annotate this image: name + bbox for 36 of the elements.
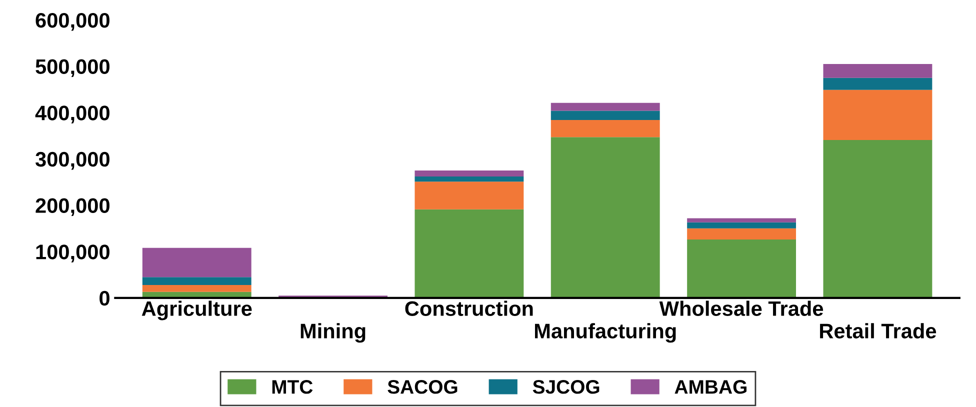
- legend-label: SACOG: [388, 380, 458, 394]
- bar: [823, 140, 932, 298]
- y-tick-label: 200,000: [36, 198, 110, 216]
- y-tick-label: 600,000: [36, 12, 110, 31]
- x-tick-label: Construction: [405, 300, 533, 316]
- bar: [142, 284, 252, 292]
- x-tick-label: Retail Trade: [820, 323, 936, 338]
- bar: [687, 222, 796, 228]
- bar: [550, 137, 660, 298]
- bar: [687, 228, 796, 240]
- bar: [687, 240, 796, 298]
- y-tick-label: 400,000: [35, 106, 110, 124]
- bar: [414, 182, 524, 210]
- bar: [823, 64, 932, 78]
- x-tick-label: Mining: [300, 323, 366, 343]
- y-tick-label: 500,000: [36, 59, 110, 78]
- bar: [687, 218, 796, 222]
- bar: [414, 170, 524, 177]
- y-tick-label: 300,000: [35, 152, 110, 170]
- bar: [823, 78, 932, 90]
- bar: [550, 110, 660, 120]
- bar: [414, 209, 524, 298]
- y-tick-label: 0: [100, 290, 110, 306]
- legend-label: SJCOG: [532, 380, 600, 394]
- x-tick-label: Wholesale Trade: [659, 300, 824, 316]
- bar: [142, 277, 252, 285]
- bar: [823, 90, 932, 140]
- x-tick-label: Manufacturing: [535, 323, 676, 343]
- x-tick-label: Agriculture: [142, 300, 252, 320]
- legend-label: MTC: [272, 380, 313, 394]
- bar: [414, 176, 524, 182]
- bar: [550, 102, 660, 111]
- bar: [142, 248, 252, 278]
- bar: [550, 120, 660, 138]
- legend-label: AMBAG: [674, 380, 746, 394]
- y-tick-label: 100,000: [36, 244, 110, 262]
